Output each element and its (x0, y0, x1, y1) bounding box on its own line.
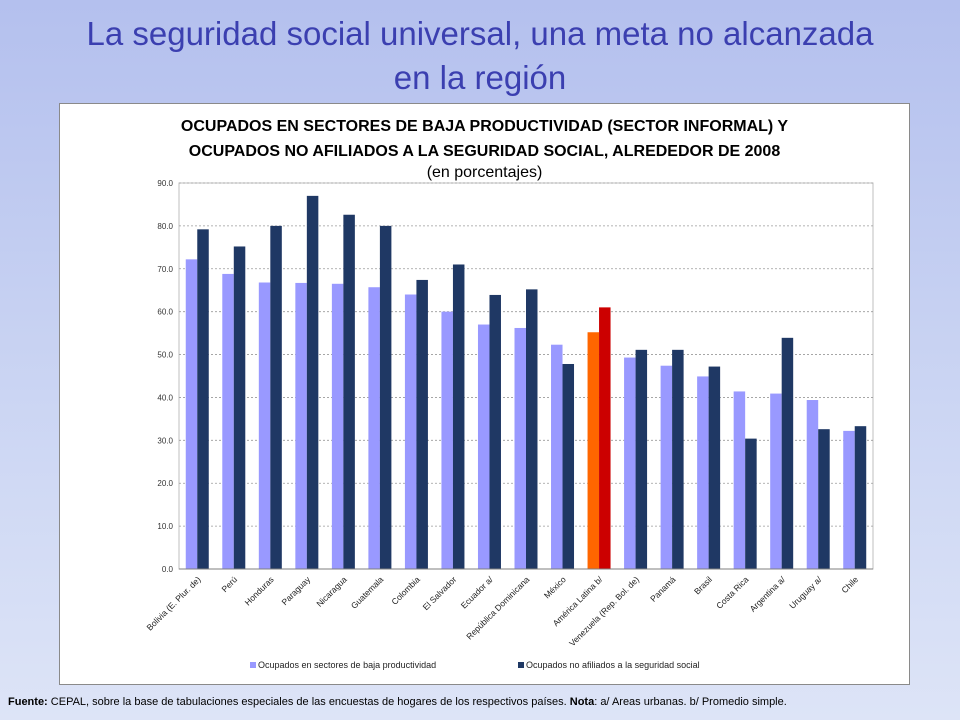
bar-no-afiliados (708, 366, 721, 569)
bar-no-afiliados (635, 349, 648, 569)
bar-no-afiliados (270, 225, 282, 569)
bar-no-afiliados (818, 429, 830, 569)
bar-baja-productividad (477, 324, 490, 569)
bar-baja-productividad (733, 391, 746, 569)
y-tick-label: 0.0 (162, 565, 174, 574)
bar-no-afiliados (343, 214, 355, 569)
x-tick-label: República Dominicana (464, 574, 531, 641)
bar-baja-productividad (697, 376, 709, 569)
legend-swatch (250, 662, 256, 668)
x-tick-label: Colombia (389, 574, 422, 607)
y-tick-label: 50.0 (157, 351, 173, 360)
note-text: : a/ Areas urbanas. b/ Promedio simple. (594, 696, 787, 708)
bar-baja-productividad (404, 294, 417, 569)
bar-baja-productividad (660, 365, 673, 569)
bar-baja-productividad (587, 332, 600, 569)
x-tick-label: México (542, 574, 568, 600)
bar-chart: 0.0 10.0 20.0 30.0 40.0 50.0 60.0 70.0 80.0 90.0 B… (144, 179, 874, 670)
bar-no-afiliados (672, 349, 684, 569)
bar-no-afiliados (854, 426, 867, 569)
bar-no-afiliados (233, 246, 246, 569)
chart-title-line-1: OCUPADOS EN SECTORES DE BAJA PRODUCTIVID… (180, 118, 789, 135)
x-tick-label: Costa Rica (714, 574, 751, 611)
bar-baja-productividad (806, 400, 819, 569)
x-tick-label: Bolivia (E. Plur. de) (144, 574, 202, 632)
bar-baja-productividad (441, 311, 453, 569)
bar-baja-productividad (368, 287, 380, 569)
bar-no-afiliados (452, 264, 465, 569)
bar-baja-productividad (258, 282, 271, 569)
bar-no-afiliados (562, 363, 575, 569)
bar-no-afiliados (489, 294, 501, 569)
bar-baja-productividad (331, 283, 344, 569)
legend-label: Ocupados no afiliados a la seguridad soc… (526, 660, 700, 670)
x-tick-label: Nicaragua (314, 574, 349, 609)
chart-panel: 0.0 10.0 20.0 30.0 40.0 50.0 60.0 70.0 80.0 90.0 B… (59, 103, 910, 685)
x-tick-label: Panamá (648, 574, 678, 604)
chart-title: OCUPADOS EN SECTORES DE BAJA PRODUCTIVID… (60, 114, 909, 164)
chart-title-line-2: OCUPADOS NO AFILIADOS A LA SEGURIDAD SOC… (188, 143, 781, 160)
x-tick-label: Ecuador a/ (459, 574, 496, 611)
bar-baja-productividad (843, 430, 855, 569)
x-tick-label: Paraguay (279, 574, 312, 607)
bar-baja-productividad (295, 282, 307, 569)
bar-no-afiliados (781, 337, 794, 569)
x-tick-label: Uruguay a/ (787, 574, 824, 611)
chart-subtitle: (en porcentajes) (426, 164, 543, 181)
bar-no-afiliados (379, 225, 392, 569)
bar-baja-productividad (551, 344, 563, 569)
x-tick-label: Guatemala (349, 574, 386, 611)
y-tick-label: 90.0 (157, 179, 173, 188)
slide-title-line-1: La seguridad social universal, una meta … (86, 15, 874, 52)
x-tick-label: Argentina a/ (748, 574, 788, 614)
y-tick-label: 40.0 (157, 393, 173, 402)
bar-baja-productividad (514, 327, 526, 569)
source-note: Fuente: CEPAL, sobre la base de tabulaci… (8, 696, 958, 708)
y-tick-label: 30.0 (157, 436, 173, 445)
x-tick-label: Perú (219, 574, 239, 594)
bar-no-afiliados (416, 279, 428, 569)
x-tick-label: Honduras (243, 574, 276, 607)
legend-label: Ocupados en sectores de baja productivid… (258, 660, 436, 670)
bar-baja-productividad (222, 273, 234, 569)
x-tick-label: El Salvador (421, 574, 459, 612)
y-tick-label: 60.0 (157, 308, 173, 317)
y-tick-label: 10.0 (157, 522, 173, 531)
y-tick-label: 20.0 (157, 479, 173, 488)
source-label: Fuente: (8, 696, 48, 708)
bar-baja-productividad (624, 357, 636, 569)
bar-no-afiliados (745, 438, 757, 569)
slide-title-line-2: en la región (393, 59, 567, 96)
note-label: Nota (569, 696, 595, 708)
slide-title: La seguridad social universal, una meta … (0, 12, 960, 100)
x-tick-label: Venezuela (Rep. Bol. de) (567, 574, 641, 648)
x-tick-label: Brasil (692, 574, 714, 596)
legend-swatch (518, 662, 524, 668)
bar-no-afiliados (526, 289, 538, 569)
bar-no-afiliados (599, 307, 611, 569)
source-text: CEPAL, sobre la base de tabulaciones esp… (47, 696, 570, 708)
y-tick-label: 80.0 (157, 222, 173, 231)
bar-baja-productividad (770, 393, 782, 569)
x-tick-label: Chile (839, 574, 860, 595)
y-tick-label: 70.0 (157, 265, 173, 274)
bar-no-afiliados (306, 195, 319, 569)
bar-no-afiliados (197, 229, 209, 569)
bar-baja-productividad (185, 259, 198, 569)
